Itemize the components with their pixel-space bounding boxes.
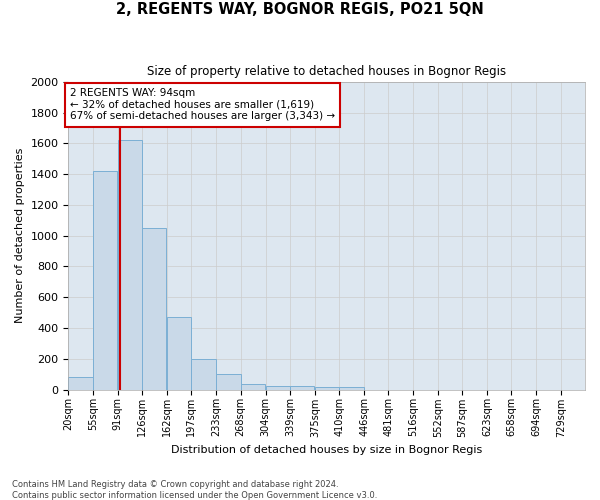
Y-axis label: Number of detached properties: Number of detached properties [15,148,25,324]
Text: Contains HM Land Registry data © Crown copyright and database right 2024.
Contai: Contains HM Land Registry data © Crown c… [12,480,377,500]
Bar [142,228,166,390]
Bar [216,374,241,390]
Bar [118,140,142,390]
Bar [167,317,191,390]
Bar [315,387,339,390]
X-axis label: Distribution of detached houses by size in Bognor Regis: Distribution of detached houses by size … [171,445,482,455]
Bar [68,377,93,390]
Title: Size of property relative to detached houses in Bognor Regis: Size of property relative to detached ho… [147,65,506,78]
Bar [191,359,215,390]
Bar [290,386,314,390]
Text: 2 REGENTS WAY: 94sqm
← 32% of detached houses are smaller (1,619)
67% of semi-de: 2 REGENTS WAY: 94sqm ← 32% of detached h… [70,88,335,122]
Bar [93,171,117,390]
Bar [266,386,290,390]
Bar [339,387,364,390]
Bar [241,384,265,390]
Text: 2, REGENTS WAY, BOGNOR REGIS, PO21 5QN: 2, REGENTS WAY, BOGNOR REGIS, PO21 5QN [116,2,484,18]
